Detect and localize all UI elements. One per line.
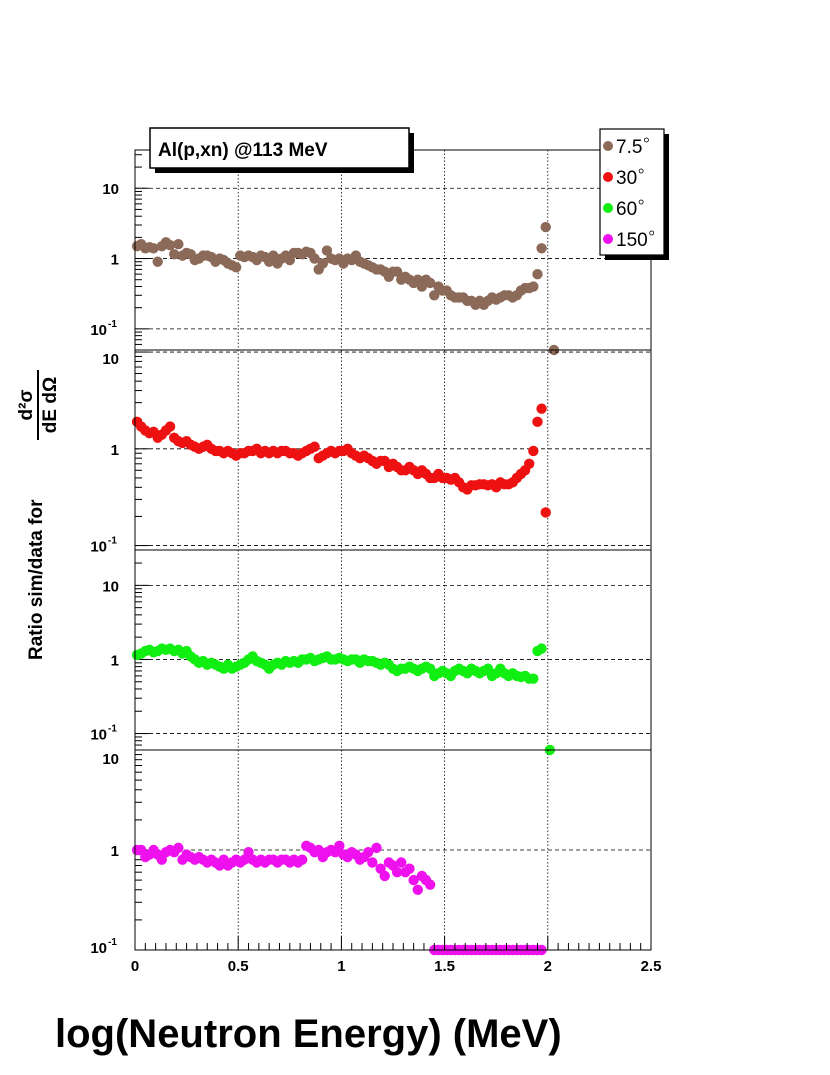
legend-label: 7.5 [616, 137, 642, 158]
degree-symbol [644, 137, 649, 143]
legend-marker [603, 141, 613, 151]
panel-frame [134, 549, 652, 751]
legend-label: 150 [616, 230, 648, 251]
y-axis-label-denominator: dE dΩ [40, 377, 61, 433]
data-point [536, 643, 547, 654]
data-point [173, 842, 184, 854]
y-tick-label-exponent: -1 [108, 536, 117, 547]
data-point [532, 268, 543, 280]
x-tick-label: 1.5 [434, 958, 455, 975]
degree-symbol [638, 199, 644, 205]
legend-items: 7.5 30 60 150 [603, 137, 655, 251]
y-tick-label: 10 [102, 181, 119, 198]
data-point [536, 403, 547, 414]
y-axis-label-numerator: d²σ [16, 390, 37, 421]
chart-title-frame [149, 127, 410, 169]
data-point [334, 840, 345, 852]
x-axis: 0 0.5 1 1.5 2 2.5 [131, 936, 662, 975]
y-tick-label: 10 [90, 940, 107, 957]
series-60° [131, 643, 556, 756]
data-point [379, 870, 390, 882]
legend-label: 60 [616, 199, 637, 220]
series-30° [131, 403, 551, 518]
y-tick-label-exponent: -1 [108, 319, 117, 330]
data-point [371, 842, 382, 854]
data-point [148, 243, 159, 254]
data-point [268, 250, 279, 261]
legend-marker [603, 203, 613, 213]
y-tick-label: 1 [111, 442, 119, 459]
data-point [173, 238, 184, 250]
x-tick-label: 0 [131, 958, 139, 975]
x-axis-label: log(Neutron Energy) (MeV) [55, 1012, 562, 1056]
data-point [424, 277, 436, 289]
data-point [296, 854, 308, 865]
y-tick-label: 10 [90, 727, 107, 744]
data-point [309, 441, 320, 452]
x-tick-label: 0.5 [228, 958, 249, 975]
y-tick-label: 10 [102, 751, 119, 768]
data-point [391, 866, 403, 878]
data-point [528, 445, 539, 457]
data-point [424, 879, 436, 890]
legend: 7.5 30 60 150 [599, 128, 669, 260]
degree-symbol [638, 168, 644, 174]
data-point [524, 458, 535, 469]
series-7.5° [131, 221, 560, 356]
x-tick-label: 2 [544, 958, 552, 975]
y-tick-label-exponent: -1 [108, 724, 117, 735]
data-point [164, 421, 176, 432]
data-point [540, 507, 551, 518]
data-point [396, 857, 407, 868]
data-point [528, 281, 539, 292]
y-tick-label: 1 [111, 843, 119, 860]
data-point [152, 256, 163, 267]
y-tick-label: 10 [90, 539, 107, 556]
data-point [404, 863, 415, 874]
data-point [367, 857, 378, 868]
legend-label: 30 [616, 168, 637, 189]
data-point [532, 416, 543, 428]
y-tick-label: 10 [102, 578, 119, 595]
data-point [528, 673, 539, 684]
data-point [230, 262, 242, 273]
data-point [408, 874, 419, 886]
data-point [169, 249, 180, 260]
legend-marker [603, 234, 613, 244]
data-point [317, 258, 329, 269]
series-150° [131, 840, 547, 956]
chart-title-box: Al(p,xn) @113 MeV [149, 127, 414, 173]
data-point [309, 253, 320, 264]
degree-symbol [649, 230, 655, 236]
y-axis-label: Ratio sim/data for d²σ dE dΩ [16, 370, 61, 660]
y-axis-label-prefix: Ratio sim/data for [26, 499, 47, 660]
data-point [536, 243, 547, 254]
y-tick-label: 1 [111, 652, 119, 669]
data-point [429, 290, 440, 301]
data-point [540, 221, 551, 233]
data-point [164, 239, 176, 251]
x-tick-label: 1 [337, 958, 345, 975]
data-point [321, 245, 333, 256]
chart-title: Al(p,xn) @113 MeV [158, 140, 328, 161]
legend-marker [603, 172, 613, 182]
y-tick-label: 1 [111, 252, 119, 269]
y-tick-label: 10 [102, 351, 119, 368]
panel-frame [134, 149, 652, 351]
data-point [363, 847, 374, 858]
y-tick-label-exponent: -1 [108, 937, 117, 948]
data-point [412, 884, 423, 895]
x-tick-label: 2.5 [641, 958, 662, 975]
data-point [391, 266, 403, 277]
y-tick-label: 10 [90, 322, 107, 339]
